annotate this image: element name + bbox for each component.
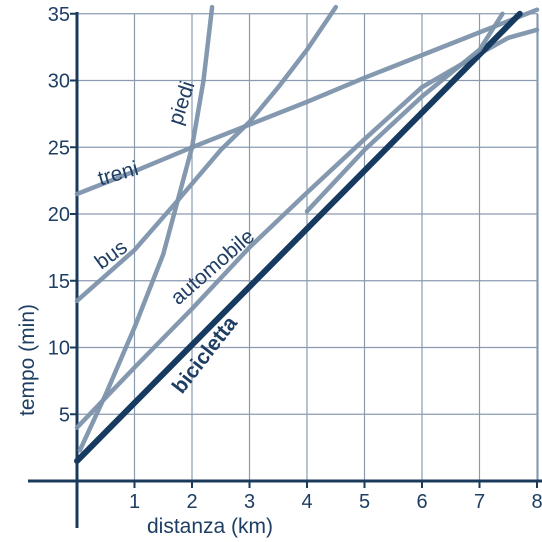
x-tick-label: 4: [301, 491, 312, 513]
x-tick-label: 8: [531, 491, 542, 513]
grid: [77, 13, 539, 481]
x-tick-label: 1: [129, 491, 140, 513]
tick-labels: 1 2 3 4 5 6 7 8 5 10 15 20 25 30 35: [48, 4, 542, 513]
series-lines: [74, 4, 540, 464]
y-tick-label: 25: [48, 137, 70, 159]
y-tick-label: 20: [48, 204, 70, 226]
series-line-piedi: [77, 4, 215, 453]
x-tick-label: 3: [244, 491, 255, 513]
series-line-automobile: [74, 27, 540, 430]
series-label-bus: bus: [91, 235, 132, 274]
series-line-treni: [74, 7, 540, 197]
y-tick-label: 30: [48, 71, 70, 93]
y-tick-label: 15: [48, 271, 70, 293]
axes: [28, 12, 542, 528]
series-line-bus: [74, 4, 339, 304]
series-label-automobile: automobile: [166, 225, 259, 310]
y-tick-label: 5: [59, 404, 70, 426]
x-axis-title: distanza (km): [147, 515, 273, 538]
series-line-bicicletta: [74, 10, 523, 464]
y-tick-label: 35: [48, 4, 70, 26]
x-tick-label: 6: [416, 491, 427, 513]
x-tick-label: 2: [186, 491, 197, 513]
series-line-unnamed: [304, 11, 505, 214]
x-tick-label: 7: [474, 491, 485, 513]
series-label-piedi: piedi: [164, 78, 200, 127]
y-tick-label: 10: [48, 338, 70, 360]
x-tick-label: 5: [359, 491, 370, 513]
y-axis-title: tempo (min): [16, 304, 39, 416]
